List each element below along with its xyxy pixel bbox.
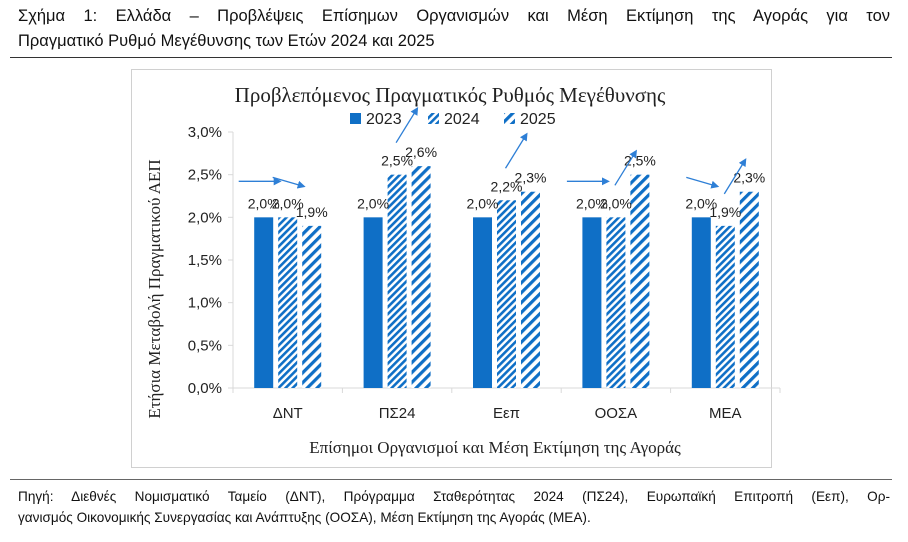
bar [739,191,759,388]
legend-item-2023: 2023 [350,111,402,128]
y-tick-label: 0,5% [188,337,222,354]
bar-data-label: 1,9% [709,204,741,220]
bar [302,225,322,388]
y-tick-label: 2,5% [188,167,222,184]
source-line-2: γανισμός Οικονομικής Συνεργασίας και Ανά… [18,510,591,525]
bar [497,200,516,388]
bar-data-label: 2,0% [272,195,304,211]
y-tick-label: 1,5% [188,252,222,269]
bar [691,217,711,388]
trend-arrow [395,106,419,144]
x-axis-label: Επίσημοι Οργανισμοί και Μέση Εκτίμηση τη… [309,438,681,457]
bar-data-label: 2,0% [685,195,717,211]
legend-item-2024: 2024 [428,111,480,128]
legend-label-2025: 2025 [520,111,556,128]
y-tick-label: 3,0% [188,124,222,141]
bar-data-labels: 2,0%2,0%1,9%2,0%2,5%2,6%2,0%2,2%2,3%2,0%… [248,144,766,220]
trend-arrows [238,106,747,195]
bar [387,174,407,388]
source-line-1: Πηγή: Διεθνές Νομισματικό Ταμείο (ΔΝΤ), … [18,489,890,504]
caption-divider [10,57,892,58]
legend-swatch-2025 [504,113,515,124]
trend-arrow [686,176,720,189]
bar-data-label: 2,0% [248,195,280,211]
bar [630,174,650,388]
bar-data-label: 2,0% [357,195,389,211]
bar-data-label: 1,9% [296,204,328,220]
chart-title: Προβλεπόμενος Πραγματικός Ρυθμός Μεγέθυν… [235,83,666,107]
bar [254,217,274,388]
bar [606,217,626,388]
legend-label-2023: 2023 [366,111,402,128]
trend-arrow [272,176,306,189]
bar-data-label: 2,0% [600,195,632,211]
bar-data-label: 2,0% [467,195,499,211]
y-axis-label: Ετήσια Μεταβολή Πραγματικού ΑΕΠ [145,159,164,418]
bar [521,191,540,388]
bar [411,166,431,388]
legend-swatch-2024 [428,113,439,124]
x-tick-label: ΟΟΣΑ [595,405,638,422]
legend-label-2024: 2024 [444,111,480,128]
legend-swatch-2023 [350,113,361,124]
y-tick-label: 1,0% [188,295,222,312]
y-tick-label: 0,0% [188,380,222,397]
figure-caption: Σχήμα 1: Ελλάδα – Προβλέψεις Επίσημων Ορ… [18,4,890,54]
x-tick-label: ΔΝΤ [273,405,303,422]
source-divider [10,479,892,480]
x-tick-label: ΜΕΑ [709,405,742,422]
bar-data-label: 2,3% [515,170,547,186]
bar-data-label: 2,2% [491,178,523,194]
bar-data-label: 2,6% [405,144,437,160]
x-tick-label: ΠΣ24 [379,405,416,422]
bar [363,217,383,388]
axes: 0,0% 0,5% 1,0% 1,5% 2,0% 2,5% 3,0% ΔΝΤ ΠΣ24 Εεπ ΟΟ… [188,124,781,422]
trend-arrow [723,158,747,195]
bar-data-label: 2,5% [381,153,413,169]
bar-data-label: 2,0% [576,195,608,211]
chart-frame [131,69,772,468]
y-tick-label: 2,0% [188,209,222,226]
caption-line-2: Πραγματικό Ρυθμό Μεγέθυνσης των Ετών 202… [18,32,435,50]
source-note: Πηγή: Διεθνές Νομισματικό Ταμείο (ΔΝΤ), … [18,486,890,528]
trend-arrow [504,132,528,169]
bar-data-label: 2,3% [733,170,765,186]
bar [715,225,735,388]
legend-item-2025: 2025 [504,111,556,128]
bar-data-label: 2,5% [624,153,656,169]
x-tick-label: Εεπ [493,405,520,422]
bars [254,166,759,388]
legend: 2023 2024 2025 [350,111,556,128]
caption-line-1: Σχήμα 1: Ελλάδα – Προβλέψεις Επίσημων Ορ… [18,7,890,25]
bar [582,217,602,388]
trend-arrow [614,149,637,186]
bar [473,217,492,388]
bar [278,217,298,388]
